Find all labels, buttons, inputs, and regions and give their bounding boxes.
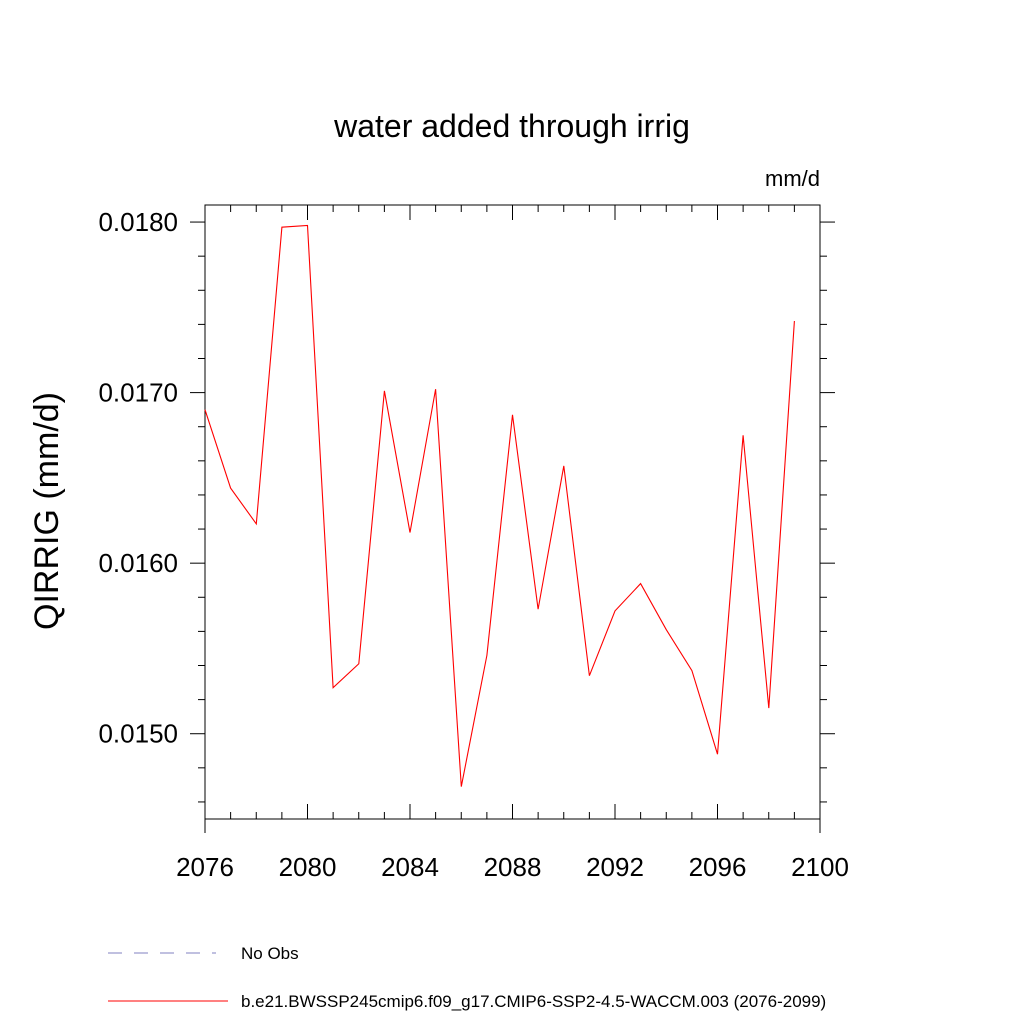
- series-layer: [204, 224, 795, 787]
- plot-frame: [204, 204, 821, 820]
- x-tick-label: 2080: [279, 852, 337, 882]
- x-tick-label: 2092: [586, 852, 644, 882]
- axis-ticks: 2076 2080 2084 2088 2092 2096 2100 0.0150 0.0160…: [98, 205, 849, 882]
- legend: No Obs b.e21.BWSSP245cmip6.f09_g17.CMIP6…: [108, 944, 826, 1011]
- chart-title: water added through irrig: [333, 108, 690, 144]
- y-tick-label: 0.0170: [98, 378, 178, 408]
- x-tick-label: 2076: [176, 852, 234, 882]
- x-tick-label: 2088: [484, 852, 542, 882]
- legend-label-no-obs: No Obs: [241, 944, 299, 963]
- x-tick-label: 2100: [791, 852, 849, 882]
- y-tick-label: 0.0180: [98, 207, 178, 237]
- y-tick-label: 0.0160: [98, 548, 178, 578]
- y-tick-label: 0.0150: [98, 719, 178, 749]
- y-axis-label: QIRRIG (mm/d): [28, 392, 66, 630]
- units-label: mm/d: [765, 166, 820, 191]
- legend-label-waccm: b.e21.BWSSP245cmip6.f09_g17.CMIP6-SSP2-4…: [241, 992, 826, 1011]
- series-line-0: [204, 224, 795, 787]
- x-tick-label: 2096: [689, 852, 747, 882]
- x-tick-label: 2084: [381, 852, 439, 882]
